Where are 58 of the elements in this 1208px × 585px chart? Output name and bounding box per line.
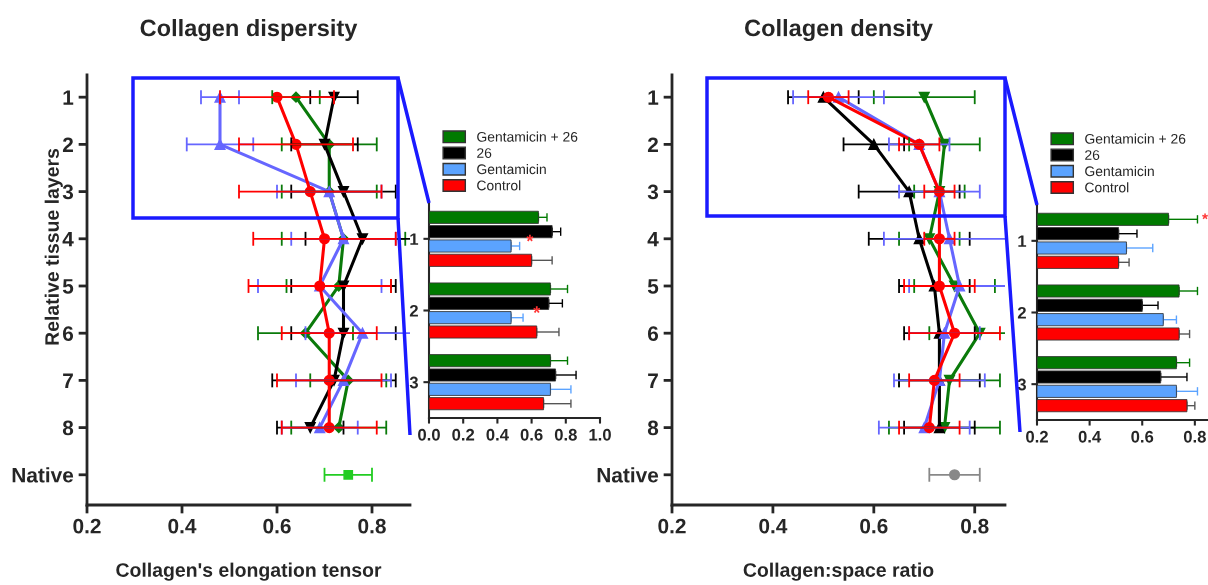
y-tick-label: 2 [647,137,658,152]
annotation: * [1202,213,1208,220]
y-tick-label: 3 [1017,378,1026,391]
y-tick-label: 2 [1017,306,1026,319]
x-tick-label: 1.0 [589,428,611,441]
y-tick-label: 1 [1018,235,1027,247]
y-tick-label: 6 [62,326,74,341]
y-tick-label: 3 [62,184,74,200]
legend-label: Gentamicin [477,163,546,175]
legend-label: Control [477,180,521,191]
y-tick-label: Native [597,467,659,483]
y-tick-label: 8 [62,420,74,436]
x-tick-label: 0.2 [658,518,686,534]
x-tick-label: 0.8 [1183,430,1206,443]
y-tick-label: 6 [647,326,659,341]
y-tick-label: 7 [648,373,658,388]
y-tick-label: 3 [647,184,659,200]
y-tick-label: 2 [409,304,418,317]
annotation: * [533,306,541,314]
annotation: * [526,234,534,242]
chart-title: Collagen dispersity [140,19,358,42]
y-tick-label: 8 [647,420,659,436]
x-axis-title: Collagen:space ratio [743,562,934,581]
y-tick-label: 5 [647,279,659,294]
x-tick-label: 0.4 [486,428,509,441]
x-tick-label: 0.8 [554,428,577,441]
x-tick-label: 0.8 [961,518,989,534]
y-axis-title: Relative tissue layers [44,148,63,345]
legend-label: 26 [1085,150,1100,160]
y-tick-label: 4 [62,232,74,247]
y-tick-label: 1 [648,90,659,105]
legend-label: Control [1085,182,1129,193]
x-axis-title: Collagen's elongation tensor [116,562,382,581]
x-tick-label: 0.6 [860,518,888,534]
legend-label: 26 [477,148,492,158]
x-tick-label: 0.8 [358,518,386,534]
x-tick-label: 0.0 [418,428,440,441]
x-tick-label: 0.2 [73,518,101,534]
y-tick-label: 1 [410,233,419,245]
x-tick-label: 0.4 [759,518,788,534]
x-tick-label: 0.2 [452,428,475,441]
x-tick-label: 0.6 [520,428,543,441]
legend-label: Gentamicin + 26 [1085,133,1186,144]
x-tick-label: 0.4 [168,518,197,534]
y-tick-label: Native [12,467,74,483]
y-tick-label: 5 [62,279,74,294]
y-tick-label: 2 [62,137,73,152]
y-tick-label: 7 [63,373,73,388]
x-tick-label: 0.2 [1026,430,1048,443]
legend-label: Gentamicin + 26 [477,131,578,142]
x-tick-label: 0.4 [1078,430,1102,443]
chart-title: Collagen density [745,19,933,42]
legend-label: Gentamicin [1085,165,1154,177]
y-tick-label: 4 [647,232,659,247]
y-tick-label: 1 [63,90,74,105]
x-tick-label: 0.6 [263,518,291,534]
x-tick-label: 0.6 [1131,430,1154,443]
y-tick-label: 3 [409,376,418,389]
